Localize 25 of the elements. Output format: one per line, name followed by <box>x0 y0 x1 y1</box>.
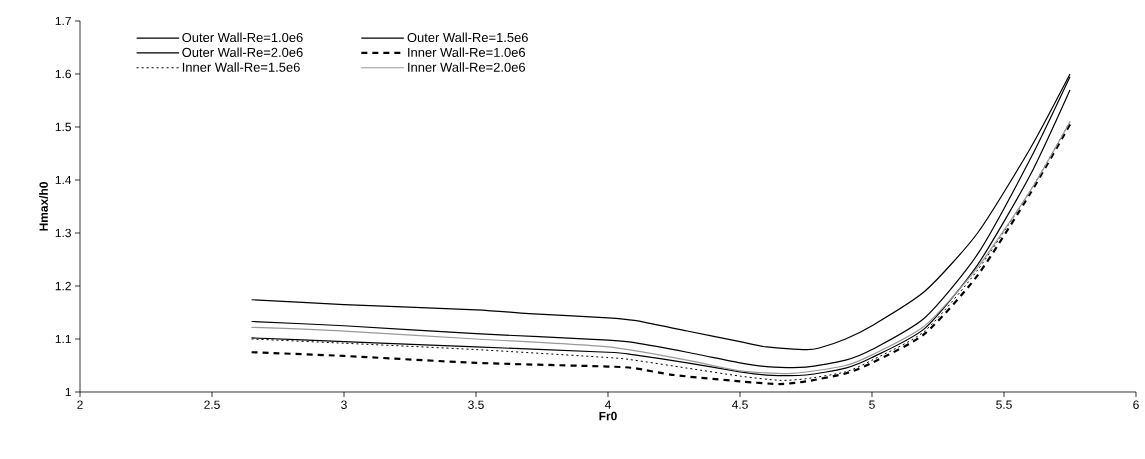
y-tick-label: 1.1 <box>55 334 71 344</box>
y-tick-label: 1.6 <box>55 69 71 79</box>
legend-label: Inner Wall-Re=2.0e6 <box>408 62 526 72</box>
x-tick-label: 5 <box>869 400 875 409</box>
legend-label: Outer Wall-Re=2.0e6 <box>182 47 303 57</box>
x-tick-label: 4.5 <box>731 400 748 409</box>
y-tick-label: 1 <box>65 387 71 397</box>
x-tick-label: 5.5 <box>996 400 1012 409</box>
legend-label: Outer Wall-Re=1.0e6 <box>182 32 303 43</box>
x-tick-label: 6 <box>1133 400 1139 409</box>
y-tick-label: 1.5 <box>55 122 71 132</box>
y-tick-label: 1.2 <box>55 281 71 291</box>
legend-label: Inner Wall-Re=1.5e6 <box>182 62 300 72</box>
x-tick-label: 3.5 <box>468 400 484 409</box>
y-tick-label: 1.7 <box>55 16 71 26</box>
x-tick-label: 2.5 <box>204 400 220 409</box>
x-tick-label: 4 <box>604 400 611 409</box>
legend-label: Outer Wall-Re=1.5e6 <box>407 32 528 43</box>
y-tick-label: 1.4 <box>55 175 72 185</box>
x-axis-title: Fr0 <box>599 411 617 421</box>
y-tick-label: 1.3 <box>55 228 71 238</box>
y-axis-title: Hmax/h0 <box>39 182 49 231</box>
x-tick-label: 2 <box>77 400 83 409</box>
x-tick-label: 3 <box>341 400 347 409</box>
legend-label: Inner Wall-Re=1.0e6 <box>408 47 526 57</box>
